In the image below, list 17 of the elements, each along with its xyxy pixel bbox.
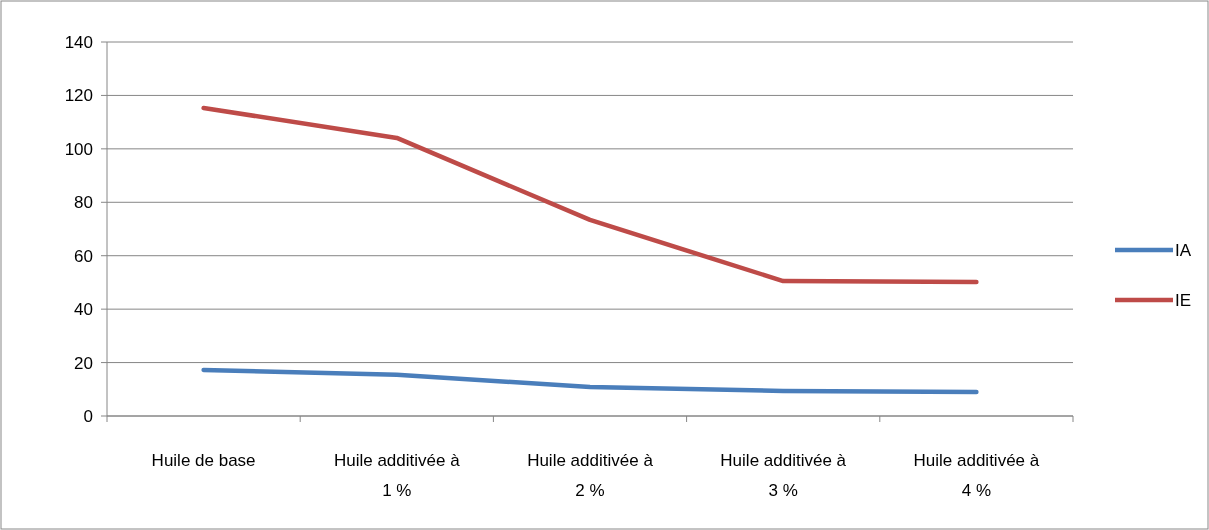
x-tick-label: Huile de base	[151, 451, 256, 470]
x-tick-label: Huile additivée à 3 %	[720, 451, 847, 500]
y-tick-label: 140	[64, 32, 93, 52]
legend-label: IE	[1175, 290, 1192, 310]
line-series	[201, 367, 979, 395]
y-tick-label: 120	[64, 86, 93, 106]
y-tick-label: 40	[74, 300, 93, 320]
x-tick-label: Huile additivée à 1 %	[333, 451, 461, 500]
y-tick-label: 100	[64, 139, 93, 159]
y-tick-label: 20	[74, 353, 93, 373]
line-series	[201, 105, 979, 285]
legend-label: IA	[1175, 240, 1192, 260]
x-tick-label: Huile additivée à 4 %	[913, 451, 1040, 500]
y-tick-label: 80	[74, 193, 93, 213]
y-tick-label: 0	[83, 406, 93, 426]
x-tick-label: Huile additivée à 2 %	[527, 451, 654, 500]
y-tick-label: 60	[74, 246, 93, 266]
